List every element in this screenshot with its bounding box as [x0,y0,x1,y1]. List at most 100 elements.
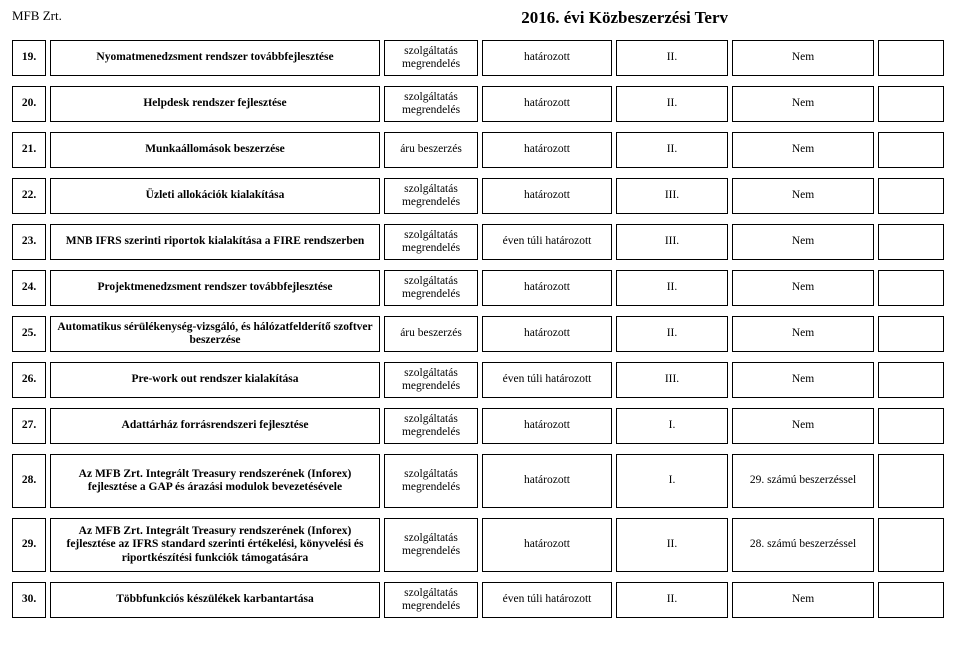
row-term: határozott [482,454,612,508]
type-line-2: megrendelés [402,104,460,117]
row-number: 19. [12,40,46,76]
row-placeholder [878,316,944,352]
row-description: MNB IFRS szerinti riportok kialakítása a… [50,224,380,260]
row-number: 29. [12,518,46,572]
table-row: 27.Adattárház forrásrendszeri fejlesztés… [12,408,948,444]
type-line-2: megrendelés [402,288,460,301]
row-description: Munkaállomások beszerzése [50,132,380,168]
row-placeholder [878,454,944,508]
row-category: II. [616,40,728,76]
row-term: határozott [482,518,612,572]
row-category: II. [616,270,728,306]
row-number: 27. [12,408,46,444]
type-line-1: szolgáltatás [404,413,458,426]
row-description: Üzleti allokációk kialakítása [50,178,380,214]
row-type: szolgáltatásmegrendelés [384,518,478,572]
table-row: 23.MNB IFRS szerinti riportok kialakítás… [12,224,948,260]
row-category: I. [616,454,728,508]
row-result: Nem [732,362,874,398]
row-result: 29. számú beszerzéssel [732,454,874,508]
row-number: 25. [12,316,46,352]
row-placeholder [878,178,944,214]
row-result: Nem [732,178,874,214]
row-category: II. [616,582,728,618]
row-description: Automatikus sérülékenység-vizsgáló, és h… [50,316,380,352]
row-number: 24. [12,270,46,306]
row-type: szolgáltatásmegrendelés [384,362,478,398]
table-row: 21.Munkaállomások beszerzése áru beszerzé… [12,132,948,168]
type-line-1: szolgáltatás [404,587,458,600]
procurement-table: 19.Nyomatmenedzsment rendszer továbbfejl… [12,40,948,618]
row-category: I. [616,408,728,444]
row-result: Nem [732,316,874,352]
row-placeholder [878,518,944,572]
type-line-1: szolgáltatás [404,532,458,545]
type-line-1: szolgáltatás [404,45,458,58]
row-type: szolgáltatásmegrendelés [384,270,478,306]
row-placeholder [878,362,944,398]
type-line-2: megrendelés [402,380,460,393]
page-header: MFB Zrt. 2016. évi Közbeszerzési Terv [12,8,948,28]
type-line-2: megrendelés [402,545,460,558]
row-number: 21. [12,132,46,168]
table-row: 20.Helpdesk rendszer fejlesztéseszolgált… [12,86,948,122]
row-type: szolgáltatásmegrendelés [384,40,478,76]
table-row: 22.Üzleti allokációk kialakításaszolgált… [12,178,948,214]
row-description: Nyomatmenedzsment rendszer továbbfejlesz… [50,40,380,76]
type-line-1: áru beszerzés [400,143,462,156]
type-line-1: szolgáltatás [404,367,458,380]
row-type: szolgáltatásmegrendelés [384,582,478,618]
type-line-1: áru beszerzés [400,327,462,340]
row-category: II. [616,316,728,352]
type-line-2: megrendelés [402,196,460,209]
row-placeholder [878,86,944,122]
row-result: Nem [732,40,874,76]
row-number: 22. [12,178,46,214]
row-result: Nem [732,270,874,306]
table-row: 29.Az MFB Zrt. Integrált Treasury rendsz… [12,518,948,572]
row-description: Projektmenedzsment rendszer továbbfejles… [50,270,380,306]
document-title: 2016. évi Közbeszerzési Terv [521,8,728,28]
row-term: éven túli határozott [482,582,612,618]
row-result: Nem [732,582,874,618]
row-term: határozott [482,86,612,122]
row-type: szolgáltatásmegrendelés [384,454,478,508]
row-category: III. [616,362,728,398]
table-row: 25.Automatikus sérülékenység-vizsgáló, é… [12,316,948,352]
row-placeholder [878,132,944,168]
row-description: Pre-work out rendszer kialakítása [50,362,380,398]
row-result: Nem [732,224,874,260]
table-row: 30.Többfunkciós készülékek karbantartása… [12,582,948,618]
row-result: 28. számú beszerzéssel [732,518,874,572]
row-type: szolgáltatásmegrendelés [384,408,478,444]
type-line-1: szolgáltatás [404,91,458,104]
row-term: határozott [482,40,612,76]
row-type: szolgáltatásmegrendelés [384,178,478,214]
row-category: II. [616,86,728,122]
type-line-2: megrendelés [402,600,460,613]
row-number: 30. [12,582,46,618]
table-row: 26.Pre-work out rendszer kialakításaszol… [12,362,948,398]
row-description: Az MFB Zrt. Integrált Treasury rendszeré… [50,518,380,572]
table-row: 19.Nyomatmenedzsment rendszer továbbfejl… [12,40,948,76]
type-line-1: szolgáltatás [404,275,458,288]
row-type: szolgáltatásmegrendelés [384,86,478,122]
row-result: Nem [732,132,874,168]
row-placeholder [878,224,944,260]
row-type: szolgáltatásmegrendelés [384,224,478,260]
row-number: 23. [12,224,46,260]
row-type: áru beszerzés [384,316,478,352]
row-placeholder [878,270,944,306]
type-line-2: megrendelés [402,242,460,255]
row-placeholder [878,408,944,444]
row-placeholder [878,582,944,618]
type-line-2: megrendelés [402,58,460,71]
type-line-2: megrendelés [402,481,460,494]
row-term: határozott [482,132,612,168]
type-line-2: megrendelés [402,426,460,439]
table-row: 24.Projektmenedzsment rendszer továbbfej… [12,270,948,306]
row-number: 28. [12,454,46,508]
type-line-1: szolgáltatás [404,183,458,196]
row-term: határozott [482,408,612,444]
row-category: III. [616,224,728,260]
